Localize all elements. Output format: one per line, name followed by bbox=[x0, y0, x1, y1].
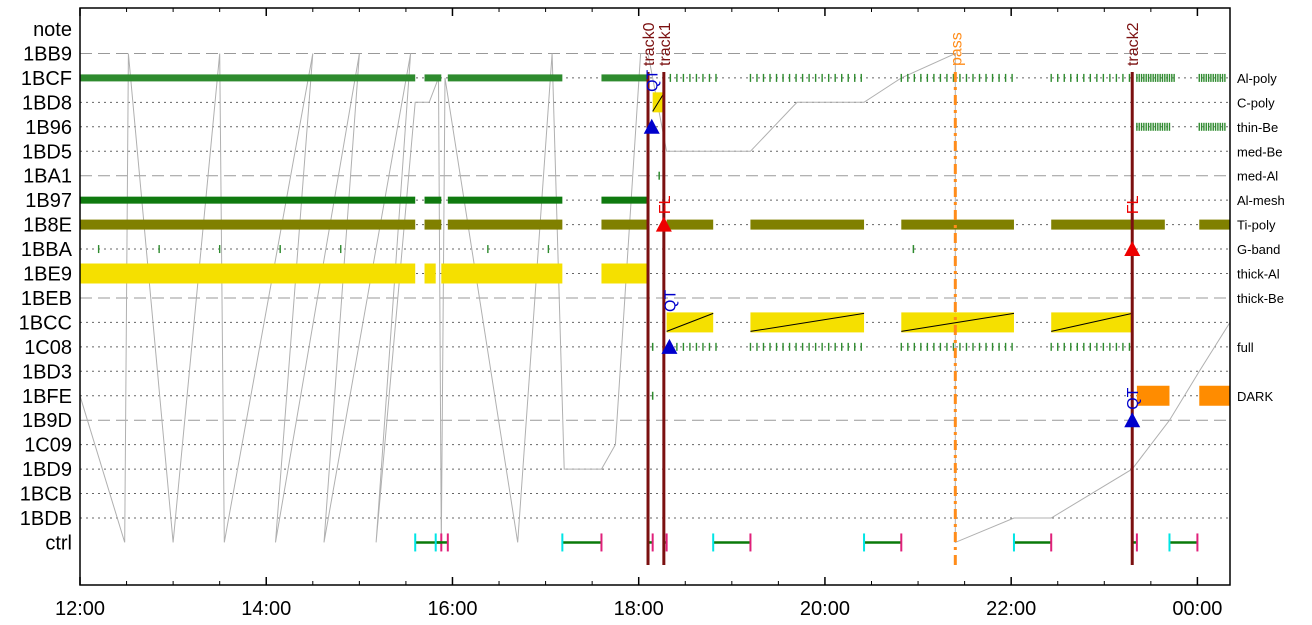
x-tick-label: 22:00 bbox=[986, 598, 1036, 620]
bar-1B97 bbox=[601, 196, 649, 204]
bar-1B97 bbox=[424, 196, 442, 204]
marker-triangle bbox=[643, 118, 660, 134]
row-label: 1BD9 bbox=[22, 459, 72, 481]
bar-1B97 bbox=[80, 196, 416, 204]
right-label: thin-Be bbox=[1237, 120, 1278, 135]
bar-1BE9 bbox=[441, 263, 563, 284]
row-label: 1BDB bbox=[20, 508, 72, 530]
bar-1B8E bbox=[1051, 219, 1165, 230]
row-label: 1BCF bbox=[21, 68, 72, 90]
event-label: track2 bbox=[1125, 22, 1142, 66]
row-label: ctrl bbox=[45, 532, 72, 554]
bar-1B8E bbox=[80, 219, 416, 230]
row-label: 1BA1 bbox=[23, 166, 72, 188]
bar-slope bbox=[652, 93, 665, 112]
marker-label: QT bbox=[1125, 387, 1142, 409]
bar-1BCF bbox=[424, 74, 442, 82]
row-label: 1B8E bbox=[23, 215, 72, 237]
x-tick-label: 14:00 bbox=[241, 598, 291, 620]
ctrl-segments bbox=[414, 533, 1199, 552]
bar-slope bbox=[750, 312, 865, 332]
event-label: pass bbox=[948, 32, 965, 66]
row-label: 1BD5 bbox=[22, 141, 72, 163]
bar-slope bbox=[901, 312, 1015, 332]
right-labels: Al-poly C-poly thin-Be med-Be med-Al Al-mesh T… bbox=[1237, 71, 1285, 404]
marker-label: FL bbox=[657, 195, 674, 214]
bar-1BE9 bbox=[601, 263, 649, 284]
right-label: Al-mesh bbox=[1237, 193, 1285, 208]
bar-1B97 bbox=[447, 196, 563, 204]
bar-1B8E bbox=[750, 219, 865, 230]
bar-1B8E bbox=[447, 219, 563, 230]
marker-triangle bbox=[1124, 412, 1141, 428]
bar-slope bbox=[1051, 312, 1133, 332]
marker-label: QT bbox=[662, 290, 679, 312]
marker-triangle bbox=[1124, 241, 1141, 257]
bar-1B8E bbox=[424, 219, 442, 230]
row-label: 1B9D bbox=[22, 410, 72, 432]
event-label: track1 bbox=[657, 22, 674, 66]
row-label: note bbox=[33, 19, 72, 41]
row-label: 1C09 bbox=[24, 435, 72, 457]
row-gridlines bbox=[80, 52, 1230, 519]
row-label: 1BB9 bbox=[23, 43, 72, 65]
marker-triangle bbox=[655, 216, 672, 232]
bar-1BCF bbox=[447, 74, 563, 82]
bar-1BE9 bbox=[424, 263, 436, 284]
right-label: thick-Al bbox=[1237, 267, 1280, 282]
right-label: thick-Be bbox=[1237, 291, 1284, 306]
row-label: 1BBA bbox=[21, 239, 73, 261]
state-bars bbox=[80, 74, 1230, 406]
bar-1B8E bbox=[1199, 219, 1230, 230]
row-label: 1BD3 bbox=[22, 361, 72, 383]
right-label: med-Be bbox=[1237, 144, 1283, 159]
x-tick-label: 18:00 bbox=[614, 598, 664, 620]
row-label: 1BCB bbox=[20, 484, 72, 506]
bar-1B8E bbox=[601, 219, 649, 230]
gray-trace-line bbox=[79, 52, 1231, 544]
plot-frame bbox=[79, 7, 1231, 586]
row-label: 1B97 bbox=[25, 190, 72, 212]
gray-trace bbox=[79, 52, 1231, 544]
bar-1BCF bbox=[601, 74, 649, 82]
state-ticks bbox=[97, 73, 1226, 400]
right-label: DARK bbox=[1237, 389, 1273, 404]
event-markers: QT FL QT FL QT bbox=[643, 69, 1142, 428]
row-label: 1B96 bbox=[25, 117, 72, 139]
row-label: 1BD8 bbox=[22, 92, 72, 114]
marker-triangle bbox=[661, 338, 678, 354]
x-tick-label: 12:00 bbox=[55, 598, 105, 620]
row-label: 1BE9 bbox=[23, 264, 72, 286]
bar-slope bbox=[666, 312, 714, 332]
right-label: C-poly bbox=[1237, 95, 1275, 110]
bar-1BE9 bbox=[80, 263, 416, 284]
x-tick-label: 16:00 bbox=[427, 598, 477, 620]
marker-label: FL bbox=[1125, 195, 1142, 214]
x-tick-label: 00:00 bbox=[1172, 598, 1222, 620]
row-label: 1C08 bbox=[24, 337, 72, 359]
right-label: Al-poly bbox=[1237, 71, 1277, 86]
bar-1B8E bbox=[901, 219, 1014, 230]
x-axis: 12:00 14:00 16:00 18:00 20:00 22:00 00:00 bbox=[55, 8, 1222, 620]
x-tick-label: 20:00 bbox=[800, 598, 850, 620]
event-label: track0 bbox=[641, 22, 658, 66]
row-label: 1BFE bbox=[22, 386, 72, 408]
right-label: G-band bbox=[1237, 242, 1280, 257]
marker-label: QT bbox=[645, 69, 662, 91]
right-label: Ti-poly bbox=[1237, 218, 1276, 233]
bar-1B8E bbox=[666, 219, 714, 230]
right-label: full bbox=[1237, 340, 1254, 355]
row-label: 1BCC bbox=[19, 312, 72, 334]
bar-1BFE bbox=[1199, 385, 1230, 406]
bar-1BFE bbox=[1136, 385, 1170, 406]
row-label: 1BEB bbox=[21, 288, 72, 310]
bar-1BCF bbox=[80, 74, 416, 82]
right-label: med-Al bbox=[1237, 169, 1278, 184]
